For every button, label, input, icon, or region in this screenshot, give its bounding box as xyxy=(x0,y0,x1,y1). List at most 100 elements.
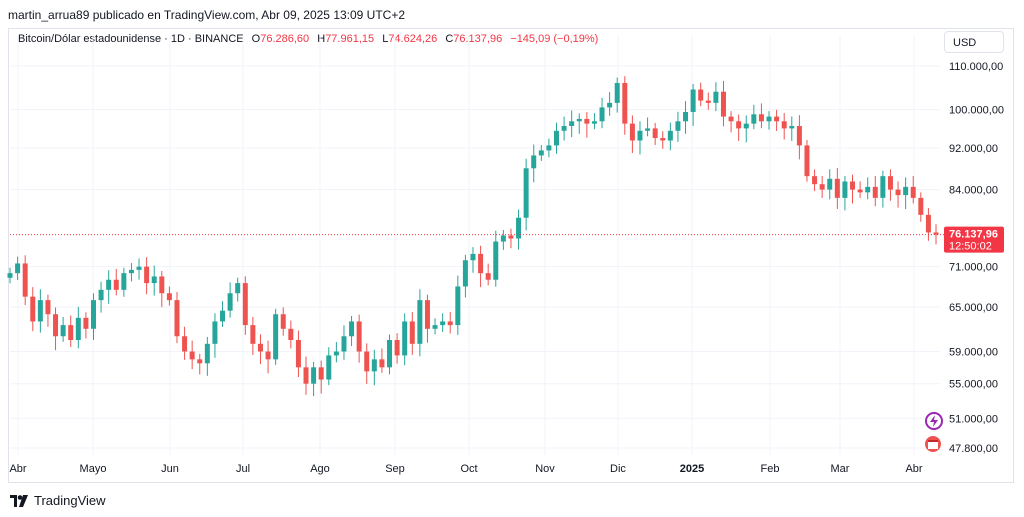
candle-body xyxy=(212,321,218,344)
candle-body xyxy=(903,186,909,196)
y-tick-label: 55.000,00 xyxy=(949,379,998,391)
candle-body xyxy=(182,336,188,352)
candle-body xyxy=(204,343,210,364)
candle-body xyxy=(113,279,119,290)
candles xyxy=(7,76,939,397)
candle-body xyxy=(872,186,878,198)
calendar-icon[interactable] xyxy=(925,436,941,452)
candle-body xyxy=(637,130,643,141)
candle-body xyxy=(159,276,165,294)
candle-body xyxy=(356,321,362,352)
candle-body xyxy=(60,325,66,337)
candle-body xyxy=(189,351,195,360)
candle-body xyxy=(887,176,893,190)
y-tick-label: 92.000,00 xyxy=(949,143,998,155)
candle-body xyxy=(895,189,901,196)
y-axis: 110.000,00 100.000,00 92.000,00 84.000,00 71… xyxy=(949,61,1004,455)
candle-body xyxy=(121,273,127,290)
candle-body xyxy=(83,317,89,329)
candle-body xyxy=(402,321,408,356)
candle-body xyxy=(144,266,150,284)
candle-body xyxy=(166,293,172,301)
low-value: 74.624,26 xyxy=(388,33,438,45)
candle-body xyxy=(409,321,415,344)
x-axis: Abr Mayo Jun Jul Ago Sep Oct Nov Dic 2025 Feb Mar Ab… xyxy=(9,463,922,475)
candle-body xyxy=(455,286,461,326)
candle-body xyxy=(857,189,863,193)
x-tick-label: Dic xyxy=(610,463,626,475)
publish-attribution: martin_arrua89 publicado en TradingView.… xyxy=(8,8,406,22)
candle-body xyxy=(645,128,651,131)
candle-body xyxy=(106,279,112,290)
candle-body xyxy=(652,128,658,139)
currency-button[interactable]: USD xyxy=(944,31,1004,53)
candle-body xyxy=(850,181,856,190)
candle-body xyxy=(819,184,825,190)
candle-body xyxy=(925,214,931,233)
footer: TradingView xyxy=(10,493,106,508)
change-value: −145,09 (−0,19%) xyxy=(510,33,599,45)
candle-body xyxy=(834,178,840,198)
candle-body xyxy=(341,336,347,352)
y-tick-label: 51.000,00 xyxy=(949,413,998,425)
candle-body xyxy=(599,107,605,122)
candle-body xyxy=(569,121,575,127)
x-tick-label: Abr xyxy=(905,463,922,475)
tradingview-logo-icon[interactable] xyxy=(10,494,28,507)
candle-body xyxy=(273,314,279,360)
x-tick-label: Jun xyxy=(161,463,179,475)
symbol-title[interactable]: Bitcoin/Dólar estadounidense · 1D · BINA… xyxy=(18,33,244,45)
candle-body xyxy=(326,355,332,380)
chart-grid xyxy=(10,36,940,455)
x-tick-label: Mayo xyxy=(80,463,107,475)
candle-body xyxy=(7,273,13,278)
y-tick-label: 47.800,00 xyxy=(949,443,998,455)
x-tick-label: Ago xyxy=(310,463,330,475)
chart-frame xyxy=(8,28,1014,483)
candle-body xyxy=(447,321,453,326)
candle-body xyxy=(743,123,749,129)
candle-body xyxy=(918,197,924,215)
candle-body xyxy=(15,263,21,274)
candle-body xyxy=(758,114,764,122)
candle-body xyxy=(424,300,430,329)
candle-body xyxy=(667,130,673,141)
close-label: C xyxy=(445,33,454,45)
candle-body xyxy=(538,150,544,156)
candle-body xyxy=(728,116,734,122)
price-badge: 76.137,96 12:50:02 xyxy=(944,226,1004,253)
y-tick-label: 110.000,00 xyxy=(949,61,1003,73)
candle-body xyxy=(174,300,180,337)
candle-body xyxy=(318,367,324,380)
candle-body xyxy=(789,126,795,129)
candle-body xyxy=(584,118,590,124)
x-tick-label: Sep xyxy=(385,463,405,475)
candle-body xyxy=(865,186,871,193)
candle-body xyxy=(30,296,36,322)
y-tick-label: 59.000,00 xyxy=(949,347,998,359)
candle-body xyxy=(75,317,81,341)
candle-body xyxy=(804,145,810,177)
candle-body xyxy=(303,367,309,384)
candle-body xyxy=(516,217,522,239)
candle-body xyxy=(485,273,491,280)
lightning-icon[interactable] xyxy=(925,412,943,430)
candle-body xyxy=(698,89,704,101)
open-label: O xyxy=(251,33,261,45)
candle-body xyxy=(22,263,28,297)
close-value: 76.137,96 xyxy=(453,33,503,45)
candle-body xyxy=(250,325,256,344)
x-tick-label: Feb xyxy=(761,463,780,475)
candle-body xyxy=(493,241,499,280)
candle-body xyxy=(98,289,104,301)
candle-body xyxy=(933,232,939,235)
x-tick-label: Jul xyxy=(236,463,250,475)
candle-body xyxy=(371,359,377,372)
candle-body xyxy=(90,300,96,329)
candle-body xyxy=(812,176,818,185)
candle-body xyxy=(280,314,286,329)
candle-body xyxy=(257,343,263,352)
candle-body xyxy=(470,253,476,261)
brand-name[interactable]: TradingView xyxy=(34,493,106,508)
